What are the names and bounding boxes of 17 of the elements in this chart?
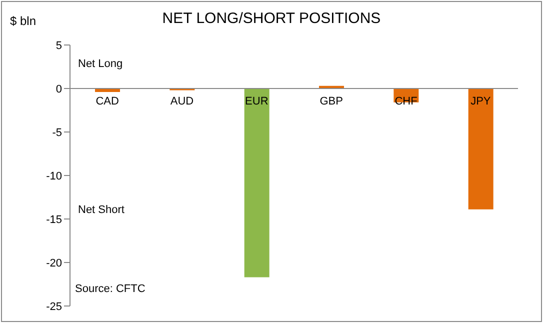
y-tick-label: -20 [46, 257, 62, 270]
x-tick-label: JPY [470, 96, 492, 108]
chart-title: NET LONG/SHORT POSITIONS [162, 10, 381, 27]
x-tick-label: GBP [320, 96, 343, 108]
annotation: Net Long [78, 58, 123, 70]
x-tick-label: EUR [245, 96, 268, 108]
y-tick-label: 5 [56, 40, 62, 52]
y-tick-label: 0 [56, 83, 62, 96]
annotation: Source: CFTC [75, 283, 146, 295]
y-tick-label: -5 [52, 126, 62, 139]
y-tick-label: -15 [46, 214, 62, 226]
x-tick-label: CAD [96, 96, 119, 108]
annotation: Net Short [78, 204, 124, 216]
x-tick-label: AUD [170, 96, 194, 108]
y-tick-label: -25 [46, 300, 62, 313]
y-tick-label: -10 [46, 170, 62, 182]
y-axis-title: $ bln [10, 14, 36, 28]
